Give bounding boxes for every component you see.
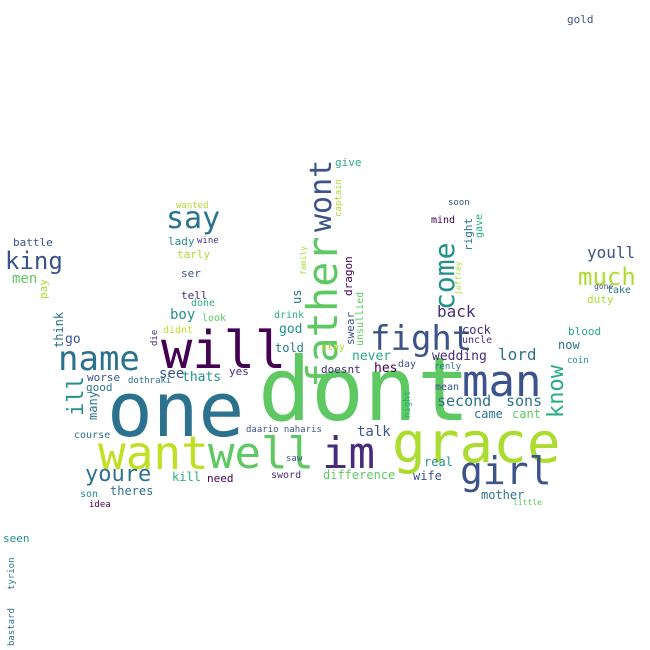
word-ill: ill	[64, 376, 89, 416]
word-want: want	[98, 426, 209, 480]
word-tell: tell	[181, 289, 208, 302]
word-gave: gave	[474, 213, 485, 238]
word-bastard: bastard	[7, 608, 17, 646]
word-soon: soon	[448, 198, 470, 208]
word-night: night	[403, 390, 413, 418]
word-drink: drink	[274, 310, 305, 321]
word-kill: kill	[172, 470, 201, 484]
word-ser: ser	[181, 267, 201, 280]
word-take: take	[607, 285, 632, 296]
word-wont: wont	[304, 159, 339, 232]
word-captain: captain	[334, 179, 344, 217]
word-course: course	[74, 430, 111, 441]
word-youll: youll	[587, 243, 636, 262]
word-mind: mind	[431, 215, 456, 226]
word-came: came	[474, 407, 503, 421]
word-doesnt: doesnt	[321, 363, 361, 376]
word-cant: cant	[512, 407, 541, 421]
word-battle: battle	[13, 236, 53, 249]
word-will: will	[161, 321, 287, 381]
word-little: little	[513, 498, 542, 507]
word-difference: difference	[323, 468, 396, 482]
word-thats: thats	[182, 370, 222, 385]
word-uncle: uncle	[462, 335, 493, 346]
word-never: never	[352, 349, 392, 364]
word-need: need	[207, 472, 234, 485]
word-real: real	[424, 455, 453, 469]
word-pay: pay	[37, 279, 50, 299]
word-much: much	[578, 263, 636, 291]
word-look: look	[202, 313, 227, 324]
word-sword: sword	[271, 470, 302, 481]
word-coin: coin	[567, 356, 589, 366]
word-duty: duty	[587, 293, 614, 306]
word-wedding: wedding	[432, 349, 487, 364]
word-wine: wine	[197, 236, 219, 246]
word-king: king	[5, 247, 63, 275]
word-go: go	[65, 332, 81, 347]
word-renly: renly	[434, 362, 462, 372]
word-back: back	[437, 302, 476, 321]
word-god: god	[279, 322, 303, 337]
word-see: see	[159, 366, 185, 382]
word-day: day	[398, 359, 417, 370]
word-im: im	[322, 428, 375, 479]
word-blood: blood	[568, 325, 602, 338]
word-good: good	[86, 381, 113, 394]
word-dragon: dragon	[342, 256, 355, 296]
word-now: now	[558, 338, 580, 352]
word-think: think	[52, 311, 66, 348]
word-sons: sons	[506, 392, 543, 410]
word-one: one	[107, 365, 245, 454]
word-joffrey: joffrey	[454, 261, 463, 295]
word-cock: cock	[462, 323, 491, 337]
word-told: told	[275, 341, 304, 355]
word-many: many	[86, 391, 100, 420]
word-dothraki: dothraki	[128, 376, 172, 386]
word-unsullied: unsullied	[355, 291, 366, 346]
word-men: men	[12, 271, 38, 287]
word-family: family	[299, 246, 308, 275]
word-talk: talk	[357, 424, 391, 440]
word-grace: grace	[392, 411, 561, 476]
word-girl: girl	[460, 449, 552, 493]
word-second: second	[437, 392, 492, 410]
word-name: name	[58, 339, 140, 379]
word-tyrion: tyrion	[7, 557, 17, 590]
word-stay: stay	[321, 342, 346, 353]
word-done: done	[191, 298, 216, 309]
word-wanted: wanted	[176, 201, 209, 211]
word-gold: gold	[567, 13, 594, 26]
word-man: man	[462, 356, 542, 407]
word-youre: youre	[85, 462, 152, 487]
word-seen: seen	[3, 532, 30, 545]
word-saw: saw	[286, 454, 303, 464]
word-say: say	[166, 201, 221, 236]
word-mother: mother	[481, 488, 525, 502]
word-mean: mean	[435, 382, 460, 393]
word-dont: dont	[258, 338, 470, 441]
word-idea: idea	[89, 500, 111, 510]
word-lady: lady	[168, 235, 195, 248]
word-know: know	[544, 365, 569, 418]
word-die: die	[150, 329, 160, 346]
word-wife: wife	[413, 469, 442, 483]
word-well: well	[208, 428, 314, 479]
word-lord: lord	[498, 345, 537, 364]
word-gone: gone	[594, 282, 614, 291]
word-fight: fight	[370, 319, 473, 359]
word-daario-naharis: daario naharis	[246, 425, 322, 435]
word-right: right	[462, 217, 475, 251]
word-didnt: didnt	[163, 325, 194, 336]
word-hes: hes	[374, 361, 398, 376]
word-theres: theres	[110, 484, 154, 498]
word-yes: yes	[229, 365, 249, 378]
word-us: us	[290, 289, 304, 304]
word-worse: worse	[87, 371, 121, 384]
word-tarly: tarly	[177, 248, 211, 261]
word-give: give	[335, 156, 362, 169]
word-boy: boy	[170, 307, 196, 323]
word-son: son	[80, 489, 99, 500]
